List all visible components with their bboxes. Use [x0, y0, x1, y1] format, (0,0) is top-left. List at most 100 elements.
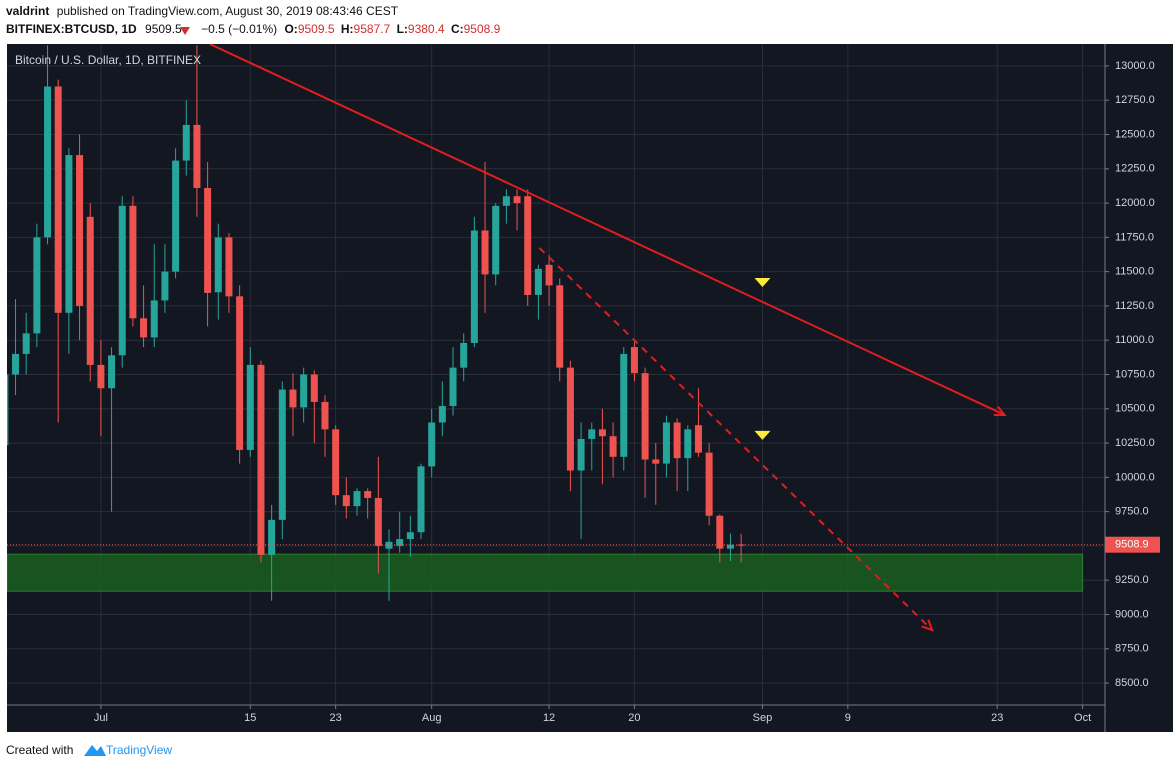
candle-body — [236, 296, 244, 450]
trendline-arrow — [993, 405, 1007, 417]
candle-body — [342, 495, 350, 507]
x-tick-label: 23 — [330, 712, 342, 724]
candle-body — [417, 466, 425, 533]
candle-body — [118, 205, 126, 356]
candle-body — [332, 429, 340, 496]
candle-body — [545, 264, 553, 286]
x-tick-label: Jul — [94, 712, 108, 724]
candle-body — [22, 333, 30, 354]
trendline — [538, 247, 933, 631]
y-tick-label: 11250.0 — [1115, 300, 1154, 312]
candle-body — [44, 86, 52, 238]
change: −0.5 (−0.01%) — [201, 22, 277, 36]
brand-logo — [84, 745, 106, 756]
trendline-arrow — [921, 619, 934, 632]
y-tick-label: 12250.0 — [1115, 163, 1155, 175]
x-tick-label: Aug — [422, 712, 442, 724]
candle-body — [449, 367, 457, 407]
candle-body — [566, 367, 574, 471]
y-tick-label: 9750.0 — [1115, 506, 1149, 518]
last-price: 9509.5 — [145, 22, 182, 36]
candle-body — [438, 406, 446, 423]
candle-body — [470, 230, 478, 343]
y-tick-label: 10750.0 — [1115, 368, 1155, 380]
candle-body — [524, 196, 532, 295]
trendline — [209, 44, 1006, 416]
candle-body — [428, 422, 436, 467]
candle-body — [108, 355, 116, 389]
candle-body — [310, 374, 318, 402]
candle-body — [620, 353, 628, 457]
candle-body — [737, 544, 745, 546]
y-tick-label: 8500.0 — [1115, 677, 1149, 689]
y-tick-label: 8750.0 — [1115, 643, 1149, 655]
candle-body — [353, 491, 361, 507]
candle-body — [716, 515, 724, 549]
candle-body — [556, 285, 564, 368]
candle-body — [396, 539, 404, 546]
candle-body — [374, 497, 382, 546]
ohlc-value: 9587.7 — [354, 22, 391, 36]
candle-body — [54, 86, 62, 313]
y-tick-label: 11500.0 — [1115, 266, 1154, 278]
candle-body — [182, 124, 190, 161]
last-price-box — [1105, 536, 1160, 553]
candle-body — [406, 532, 414, 540]
x-tick-label: 9 — [845, 712, 851, 724]
y-tick-label: 10000.0 — [1115, 471, 1155, 483]
candle-body — [161, 271, 169, 301]
author: valdrint — [6, 4, 49, 18]
candle-body — [481, 230, 489, 275]
candle-body — [289, 389, 297, 408]
candle-body — [268, 519, 276, 555]
published: published on TradingView.com, August 30,… — [57, 4, 399, 18]
candle-body — [673, 422, 681, 459]
change-arrow-group — [180, 27, 190, 35]
header-line-1: valdrint published on TradingView.com, A… — [6, 4, 399, 18]
candle-body — [385, 541, 393, 549]
candle-body — [7, 374, 9, 446]
candle-body — [492, 205, 500, 275]
candle-body — [246, 364, 254, 450]
brand-name: TradingView — [106, 743, 172, 757]
ohlc-label: L: — [397, 22, 408, 36]
ohlc-label: O: — [284, 22, 297, 36]
ohlc-value: 9380.4 — [408, 22, 445, 36]
candle-body — [460, 342, 468, 368]
footer-text: Created with — [6, 743, 73, 757]
candle-body — [662, 422, 670, 464]
candle-body — [684, 429, 692, 459]
candle-body — [694, 425, 702, 453]
candle-body — [33, 237, 41, 334]
candle-body — [652, 459, 660, 464]
candle-body — [705, 452, 713, 516]
candle-body — [278, 389, 286, 520]
candle-body — [598, 429, 606, 437]
support-zone — [7, 553, 1084, 592]
x-tick-label: 12 — [543, 712, 555, 724]
ohlc-label: C: — [451, 22, 464, 36]
candle-body — [321, 401, 329, 430]
y-tick-label: 11750.0 — [1115, 231, 1154, 243]
candle-body — [502, 196, 510, 206]
x-tick-label: 20 — [628, 712, 640, 724]
y-tick-label: 12750.0 — [1115, 94, 1155, 106]
symbol: BITFINEX:BTCUSD, 1D — [6, 22, 137, 36]
candle-body — [300, 374, 308, 408]
candle-body — [577, 438, 585, 471]
candle-body — [609, 436, 617, 457]
candle-body — [97, 364, 105, 389]
x-tick-label: 15 — [244, 712, 256, 724]
candle-body — [257, 364, 265, 555]
candle-body — [86, 216, 94, 365]
candle-body — [513, 196, 521, 204]
candle-body — [534, 268, 542, 295]
x-tick-label: Sep — [753, 712, 773, 724]
candle-body — [140, 318, 148, 338]
marker-triangle — [754, 278, 771, 288]
x-tick-label: Oct — [1074, 712, 1091, 724]
y-tick-label: 10250.0 — [1115, 437, 1155, 449]
candle-body — [204, 187, 212, 293]
y-tick-label: 9000.0 — [1115, 608, 1149, 620]
